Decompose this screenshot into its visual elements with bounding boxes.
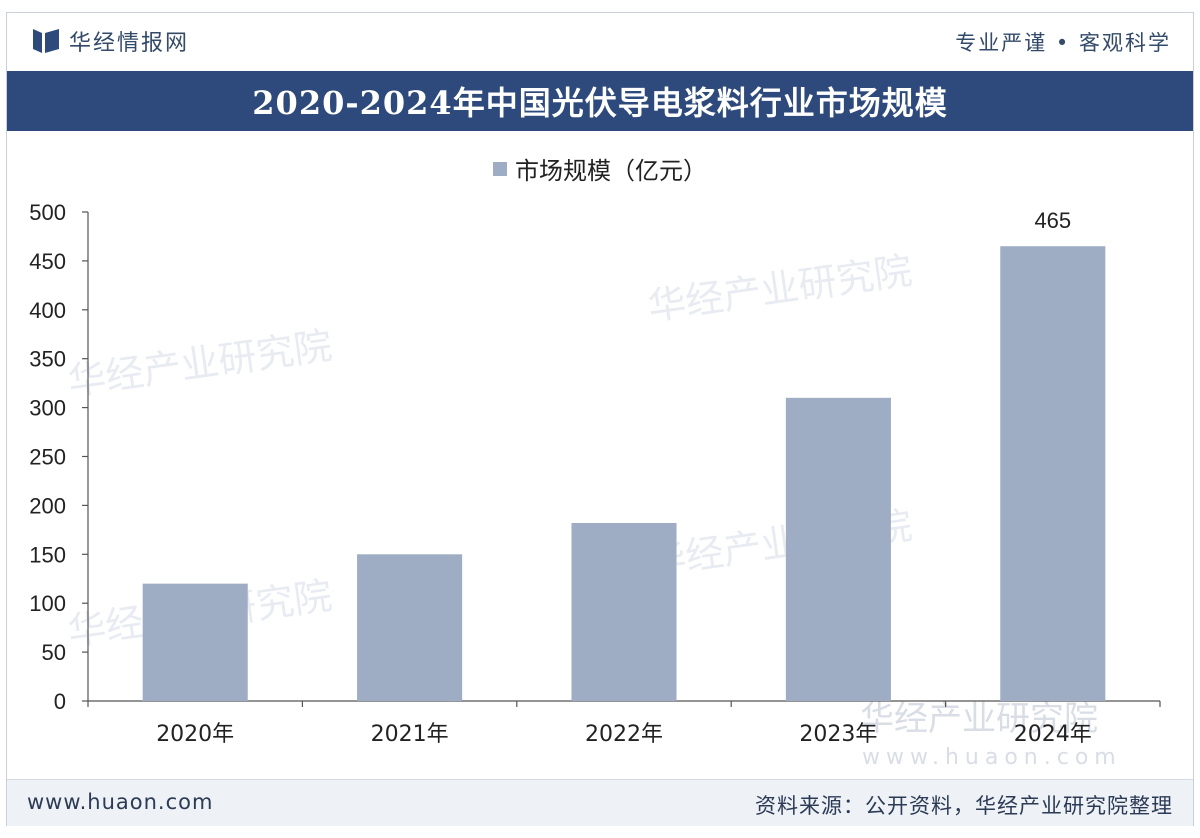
y-tick-label: 150 bbox=[29, 542, 66, 567]
y-tick-label: 450 bbox=[29, 249, 66, 274]
y-tick-label: 400 bbox=[29, 298, 66, 323]
x-tick-label: 2021年 bbox=[371, 722, 449, 747]
footer-source: 资料来源：公开资料，华经产业研究院整理 bbox=[755, 794, 1173, 818]
x-tick-label: 2023年 bbox=[799, 722, 877, 747]
y-axis: 0 50 100 150 200 250 300 350 400 450 500 bbox=[29, 200, 89, 714]
watermark-text: 华经产业研究院 bbox=[65, 323, 335, 404]
x-tick-label: 2020年 bbox=[156, 722, 234, 747]
legend-swatch bbox=[493, 161, 507, 176]
footer-site: www.huaon.com bbox=[27, 790, 214, 814]
bar bbox=[785, 397, 891, 701]
y-tick-label: 100 bbox=[29, 591, 66, 616]
data-label: 465 bbox=[1034, 208, 1071, 233]
brand-name: 华经情报网 bbox=[69, 31, 190, 56]
y-tick-label: 0 bbox=[54, 689, 66, 714]
y-tick-label: 200 bbox=[29, 493, 66, 518]
data-labels: 465 bbox=[1034, 208, 1071, 233]
watermark-brand: 华经产业研究院 bbox=[860, 699, 1098, 739]
bar bbox=[357, 554, 463, 701]
y-tick-label: 250 bbox=[29, 445, 66, 470]
chart-title: 2020-2024年中国光伏导电浆料行业市场规模 bbox=[252, 84, 948, 122]
x-axis: 2020年 2021年 2022年 2023年 2024年 bbox=[87, 700, 1161, 747]
title-bar: 2020-2024年中国光伏导电浆料行业市场规模 bbox=[7, 71, 1193, 131]
footer: www.huaon.com 资料来源：公开资料，华经产业研究院整理 bbox=[7, 779, 1193, 826]
y-tick-label: 300 bbox=[29, 396, 66, 421]
y-tick-label: 500 bbox=[29, 200, 66, 225]
huajing-logo-icon bbox=[33, 29, 59, 53]
x-tick-label: 2024年 bbox=[1014, 722, 1092, 747]
bar bbox=[571, 523, 677, 701]
bar bbox=[1000, 246, 1106, 702]
slogan: 专业严谨 • 客观科学 bbox=[955, 31, 1171, 55]
brand: 华经情报网 bbox=[33, 25, 189, 57]
watermark-url: www.huaon.com bbox=[862, 745, 1122, 770]
x-tick-label: 2022年 bbox=[585, 722, 663, 747]
top-bar: 华经情报网 专业严谨 • 客观科学 bbox=[7, 13, 1193, 67]
y-tick-label: 350 bbox=[29, 347, 66, 372]
bar bbox=[142, 583, 248, 701]
watermark-text: 华经产业研究院 bbox=[645, 248, 915, 329]
bars bbox=[142, 246, 1106, 702]
legend: 市场规模（亿元） bbox=[7, 151, 1193, 186]
legend-label: 市场规模（亿元） bbox=[515, 157, 707, 185]
y-tick-label: 50 bbox=[42, 640, 66, 665]
